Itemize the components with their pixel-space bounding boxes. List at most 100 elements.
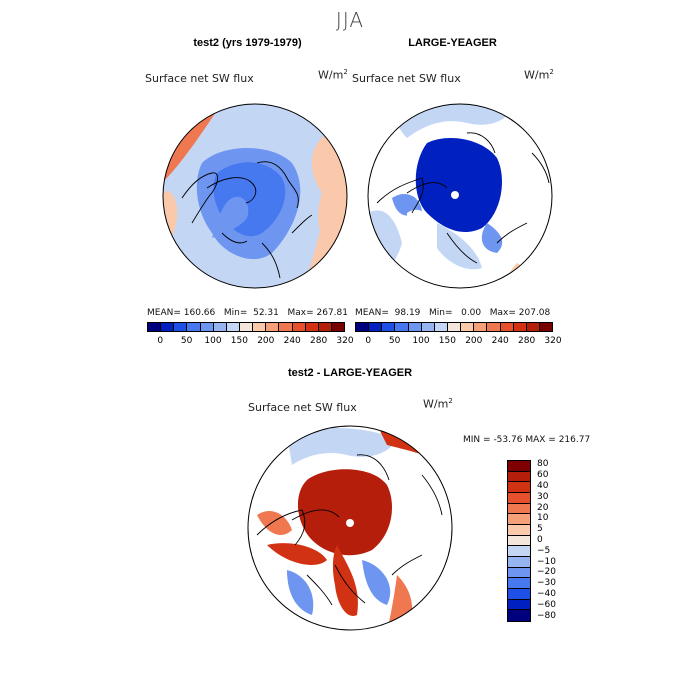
panel2-colorbar-label: 200 <box>465 336 483 346</box>
panel3-colorbar-label: −10 <box>537 556 556 567</box>
panel2-variable: Surface net SW flux <box>352 72 461 85</box>
panel1-colorbar-swatch <box>226 323 240 331</box>
panel3-colorbar-label: 30 <box>537 491 549 502</box>
panel1-colorbar-swatch <box>305 323 319 331</box>
panel3-colorbar-label: 60 <box>537 470 549 481</box>
panel3-colorbar-label: −20 <box>537 567 556 578</box>
panel2-max: 207.08 <box>518 308 551 318</box>
panel2-title: LARGE-YEAGER <box>408 37 497 49</box>
panel1-map <box>162 103 348 289</box>
panel2-colorbar-swatch <box>447 323 462 331</box>
panel3-min: -53.76 <box>493 435 523 445</box>
panel3-colorbar-swatch <box>508 588 530 600</box>
panel3-colorbar-swatch <box>508 599 530 611</box>
panel2-colorbar-swatch <box>421 323 435 331</box>
panel2-min: 0.00 <box>461 308 482 318</box>
panel1-colorbar-label: 0 <box>157 336 164 346</box>
panel2-colorbar-swatch <box>474 323 488 331</box>
panel1-colorbar-label: 200 <box>257 336 275 346</box>
panel3-colorbar-swatch <box>508 524 530 536</box>
panel3-colorbar-label: 0 <box>537 535 543 545</box>
panel2-colorbar-swatch <box>461 323 475 331</box>
panel2-stats: MEAN= 98.19 Min= 0.00 Max= 207.08 <box>355 308 551 318</box>
panel3-colorbar-swatch <box>508 535 530 547</box>
panel2-colorbar-label: 240 <box>491 336 509 346</box>
panel2-colorbar-swatch <box>369 323 383 331</box>
panel2-colorbar-labels: 0 50 100 150 200 240 280 320 <box>355 336 561 348</box>
panel3-colorbar-swatch <box>508 471 530 483</box>
panel2-colorbar-swatch <box>395 323 409 331</box>
panel1-max: 267.81 <box>316 308 349 318</box>
panel3-colorbar-label: 5 <box>537 524 543 535</box>
panel1-colorbar-label: 150 <box>230 336 248 346</box>
panel3-colorbar-swatch <box>508 492 530 504</box>
panel2-colorbar-swatch <box>356 323 370 331</box>
panel2-colorbar-swatch <box>382 323 396 331</box>
panel3-colorbar-label: 80 <box>537 459 549 470</box>
panel2-colorbar-swatch <box>487 323 501 331</box>
panel3-stats: MIN = -53.76 MAX = 216.77 <box>463 435 591 445</box>
panel1-colorbar-swatch <box>279 323 293 331</box>
panel2-colorbar-label: 0 <box>365 336 372 346</box>
panel1-colorbar-swatch <box>174 323 188 331</box>
panel1-units: W/m2 <box>318 68 348 82</box>
panel1-colorbar-label: 240 <box>283 336 301 346</box>
panel1-stats: MEAN= 160.66 Min= 52.31 Max= 267.81 <box>147 308 348 318</box>
panel3-variable: Surface net SW flux <box>248 401 357 414</box>
panel1-variable: Surface net SW flux <box>145 72 254 85</box>
panel2-colorbar-swatch <box>513 323 527 331</box>
panel3-colorbar <box>507 460 531 622</box>
panel3-colorbar-label: −40 <box>537 589 556 599</box>
panel2-map <box>367 103 553 289</box>
panel3-colorbar-label: −80 <box>537 610 556 621</box>
panel1-colorbar-swatch <box>331 323 345 331</box>
panel3-colorbar-swatch <box>508 578 530 589</box>
panel2-colorbar-swatch <box>434 323 448 331</box>
panel3-colorbar-swatch <box>508 610 530 621</box>
panel3-colorbar-label: −30 <box>537 578 556 589</box>
panel2-units: W/m2 <box>524 68 554 82</box>
panel2-colorbar-label: 280 <box>518 336 536 346</box>
panel1-colorbar-swatch <box>318 323 332 331</box>
panel3-colorbar-swatch <box>508 461 530 472</box>
panel3-max: 216.77 <box>558 435 591 445</box>
panel1-colorbar-label: 50 <box>180 336 193 346</box>
panel3-colorbar-labels: 80 60 40 30 20 10 5 0 −5 −10 −20 −30 −40 −60 −80 <box>537 459 577 622</box>
panel3-units: W/m2 <box>423 397 453 411</box>
panel1-colorbar-label: 100 <box>204 336 222 346</box>
panel2-colorbar-swatch <box>539 323 553 331</box>
panel1-title: test2 (yrs 1979-1979) <box>193 37 302 49</box>
panel3-colorbar-swatch <box>508 503 530 515</box>
panel3-colorbar-swatch <box>508 546 530 557</box>
panel1-colorbar-swatch <box>148 323 162 331</box>
panel3-colorbar-swatch <box>508 556 530 568</box>
panel1-colorbar-label: 320 <box>336 336 354 346</box>
panel1-colorbar-swatch <box>187 323 201 331</box>
season-title: JJA <box>335 8 365 32</box>
panel2-colorbar <box>355 322 553 332</box>
panel3-colorbar-swatch <box>508 482 530 493</box>
panel3-colorbar-swatch <box>508 567 530 579</box>
panel1-colorbar-swatch <box>213 323 227 331</box>
panel3-title: test2 - LARGE-YEAGER <box>287 367 413 379</box>
panel2-colorbar-label: 100 <box>412 336 430 346</box>
panel2-mean: 98.19 <box>394 308 421 318</box>
panel2-colorbar-swatch <box>526 323 540 331</box>
panel3-colorbar-swatch <box>508 514 530 525</box>
panel1-colorbar-swatch <box>253 323 267 331</box>
panel2-colorbar-swatch <box>500 323 514 331</box>
panel1-colorbar-label: 280 <box>310 336 328 346</box>
panel1-colorbar-swatch <box>266 323 280 331</box>
panel1-colorbar-swatch <box>239 323 254 331</box>
panel2-colorbar-label: 50 <box>388 336 401 346</box>
panel3-colorbar-label: 10 <box>537 513 549 524</box>
panel1-colorbar-labels: 0 50 100 150 200 240 280 320 <box>147 336 353 348</box>
panel1-colorbar-swatch <box>200 323 214 331</box>
panel3-colorbar-label: −5 <box>537 545 551 556</box>
panel1-mean: 160.66 <box>183 308 216 318</box>
panel1-min: 52.31 <box>253 308 279 318</box>
panel2-colorbar-label: 320 <box>544 336 562 346</box>
panel3-colorbar-label: 40 <box>537 481 549 491</box>
panel3-map <box>247 425 453 631</box>
panel2-colorbar-swatch <box>408 323 422 331</box>
